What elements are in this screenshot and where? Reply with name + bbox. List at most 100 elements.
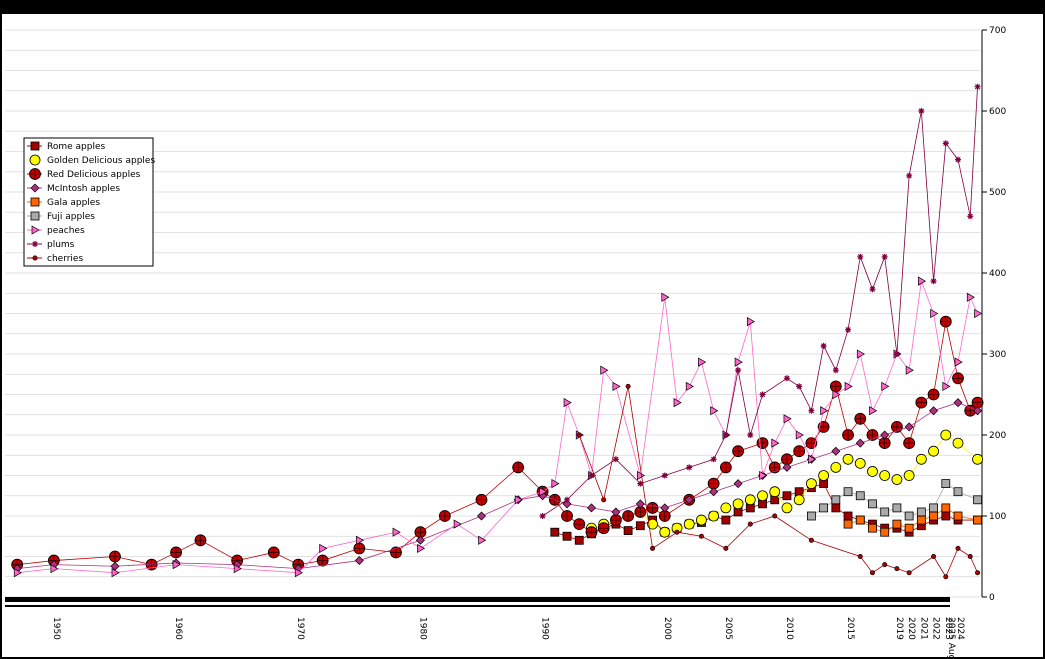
data-point	[869, 286, 876, 293]
data-point	[170, 546, 182, 559]
x-tick-label: 1980	[417, 617, 427, 640]
data-point	[918, 276, 927, 286]
data-point	[30, 141, 40, 151]
data-point	[855, 491, 865, 501]
data-point	[601, 497, 607, 503]
data-point	[783, 414, 792, 424]
x-tick-label: 2023	[943, 617, 953, 640]
marker-cross	[512, 461, 524, 473]
marker-cross	[170, 546, 182, 558]
series-line	[17, 280, 978, 574]
data-point	[856, 349, 865, 359]
marker-cross	[561, 510, 573, 522]
data-point	[771, 438, 780, 448]
x-tick-label: 1960	[173, 617, 183, 640]
data-point	[576, 432, 582, 438]
data-point	[316, 554, 329, 567]
legend-label: peaches	[47, 226, 85, 236]
data-point	[172, 559, 181, 570]
data-point	[941, 503, 951, 513]
data-point	[878, 437, 891, 450]
marker-cross	[194, 534, 206, 546]
legend-label: Golden Delicious apples	[47, 156, 155, 166]
data-point	[759, 391, 766, 398]
plot-background	[2, 14, 1043, 657]
data-point	[415, 535, 425, 545]
data-point	[708, 510, 720, 522]
data-point	[354, 556, 364, 566]
data-point	[820, 406, 829, 416]
x-tick-label: 2020	[906, 617, 916, 640]
data-point	[585, 526, 598, 539]
data-point	[392, 527, 401, 537]
data-point	[904, 511, 914, 521]
data-point	[931, 553, 937, 559]
legend-item: Golden Delicious apples	[27, 154, 155, 166]
legend-label: McIntosh apples	[47, 184, 120, 194]
marker-cross	[720, 461, 732, 473]
series-4	[843, 503, 982, 537]
x-tick-label: 2024	[955, 617, 965, 640]
data-point	[906, 570, 912, 576]
data-point	[782, 491, 792, 501]
data-point	[660, 503, 670, 513]
data-point	[905, 365, 914, 375]
data-point	[972, 453, 983, 465]
data-point	[928, 445, 939, 457]
data-point	[438, 510, 451, 522]
x-tick-label: 2005	[723, 617, 733, 640]
data-point	[894, 566, 900, 572]
data-point	[635, 521, 645, 531]
series-8	[576, 383, 981, 580]
data-point	[31, 225, 40, 235]
data-point	[882, 562, 888, 568]
data-point	[673, 397, 682, 408]
data-point	[475, 493, 488, 506]
data-point	[843, 487, 853, 497]
data-point	[942, 140, 949, 147]
y-tick-label: 200	[989, 431, 1006, 441]
data-point	[29, 168, 41, 180]
data-point	[684, 495, 694, 505]
data-point	[732, 445, 744, 458]
data-point	[941, 479, 951, 489]
series-6	[13, 276, 983, 578]
data-point	[904, 422, 914, 432]
data-point	[953, 511, 963, 521]
data-point	[722, 432, 729, 438]
marker-cross	[268, 546, 280, 558]
data-point	[868, 523, 877, 533]
y-tick-label: 0	[989, 593, 995, 603]
data-point	[267, 546, 280, 559]
marker-cross	[842, 429, 854, 441]
data-point	[891, 474, 903, 485]
legend-label: Fuji apples	[47, 212, 95, 222]
data-point	[32, 241, 38, 247]
data-point	[795, 430, 804, 440]
data-point	[953, 487, 963, 497]
data-point	[939, 315, 952, 328]
data-point	[756, 437, 769, 450]
data-point	[829, 380, 842, 393]
data-point	[453, 519, 462, 529]
data-point	[769, 486, 781, 498]
data-point	[612, 381, 621, 392]
y-tick-label: 700	[989, 26, 1006, 36]
data-point	[710, 456, 717, 463]
legend: Rome apples Golden Delicious apples Red De…	[23, 137, 155, 267]
x-tick-label: 2010	[784, 617, 794, 640]
data-point	[906, 172, 913, 179]
marker-cross	[928, 389, 940, 400]
data-point	[647, 518, 658, 530]
data-point	[975, 570, 981, 576]
data-point	[319, 543, 328, 554]
gridlines	[5, 29, 980, 598]
data-point	[719, 461, 732, 474]
data-point	[30, 211, 40, 221]
marker-cross	[598, 522, 610, 534]
data-point	[550, 527, 560, 537]
data-point	[843, 519, 853, 529]
data-point	[868, 499, 877, 509]
data-point	[955, 156, 962, 163]
data-point	[879, 470, 891, 481]
